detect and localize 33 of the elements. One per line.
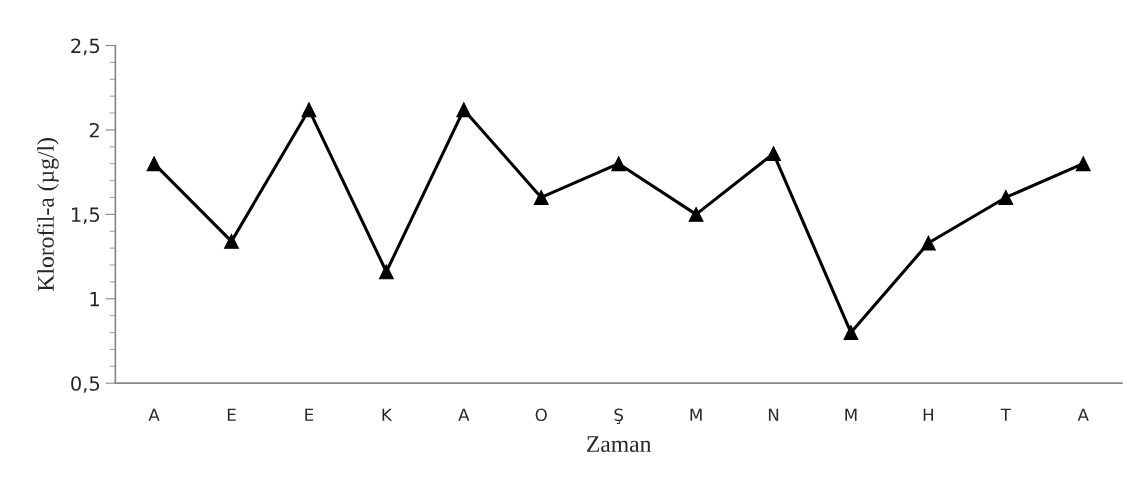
y-axis-title: Klorofil-a (µg/l) bbox=[37, 138, 59, 291]
point bbox=[998, 190, 1014, 205]
x-tick-label: H bbox=[923, 408, 934, 421]
point bbox=[533, 190, 549, 205]
point bbox=[920, 235, 936, 251]
x-axis-title: Zaman bbox=[587, 436, 652, 453]
point bbox=[766, 146, 781, 162]
point bbox=[611, 156, 627, 172]
point bbox=[456, 102, 472, 118]
x-tick-label: E bbox=[227, 408, 236, 421]
x-tick-label: K bbox=[382, 408, 393, 421]
point bbox=[378, 264, 394, 280]
x-tick-label: T bbox=[1000, 408, 1011, 421]
point bbox=[688, 206, 704, 222]
x-tick-label: E bbox=[305, 408, 314, 421]
x-tick-label: M bbox=[845, 408, 857, 421]
x-tick-label: O bbox=[535, 408, 547, 422]
y-tick-label: 2,5 bbox=[71, 38, 100, 56]
x-tick-label: N bbox=[768, 408, 779, 421]
x-tick-label: M bbox=[690, 408, 702, 421]
y-tick-label: 1 bbox=[90, 291, 99, 307]
y-tick-label: 0,5 bbox=[71, 376, 100, 393]
x-tick-label: Ş bbox=[614, 408, 624, 425]
x-tick-label: A bbox=[458, 408, 470, 421]
y-tick-label: 1,5 bbox=[71, 207, 100, 224]
point bbox=[146, 156, 162, 172]
x-tick-label: A bbox=[148, 408, 160, 421]
y-tick-label: 2 bbox=[89, 122, 99, 138]
point bbox=[301, 102, 317, 118]
point bbox=[843, 325, 859, 341]
point bbox=[224, 233, 239, 249]
point bbox=[1075, 156, 1091, 172]
x-tick-label: A bbox=[1077, 408, 1089, 421]
